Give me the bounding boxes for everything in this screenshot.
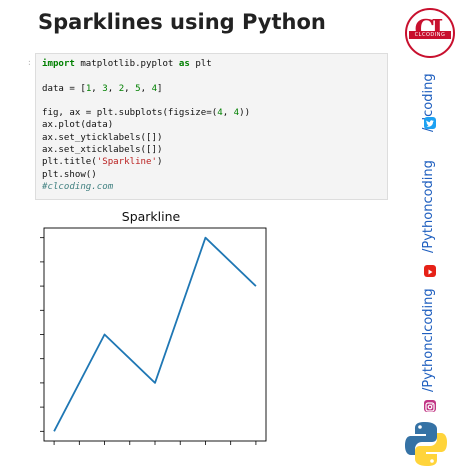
code-line: #clcoding.com xyxy=(42,181,387,193)
code-line: ax.set_xticklabels([]) xyxy=(42,144,387,156)
code-cell[interactable]: import matplotlib.pyplot as plt data = [1… xyxy=(35,53,388,200)
social-sidebar xyxy=(400,0,474,474)
code-line xyxy=(42,70,387,82)
code-line: fig, ax = plt.subplots(figsize=(4, 4)) xyxy=(42,107,387,119)
code-token: plt.show() xyxy=(42,169,97,180)
sparkline-chart xyxy=(40,227,267,445)
youtube-handle[interactable]: /Pythoncoding xyxy=(421,160,436,253)
code-token: , xyxy=(124,83,136,94)
chart-container: Sparkline xyxy=(20,205,282,470)
code-token: 2 xyxy=(118,83,125,94)
code-line: ax.plot(data) xyxy=(42,119,387,131)
code-token: plt xyxy=(189,59,212,69)
code-token: as xyxy=(178,59,190,69)
code-token: 4 xyxy=(217,108,223,119)
code-token: )) xyxy=(239,108,251,119)
code-token: , xyxy=(107,83,119,94)
instagram-handle[interactable]: /Pythonclcoding xyxy=(421,288,436,392)
page-title: Sparklines using Python xyxy=(38,10,326,34)
code-token: import xyxy=(42,59,75,69)
chart-title: Sparkline xyxy=(121,209,181,224)
code-line: data = [1, 3, 2, 5, 4] xyxy=(42,83,387,95)
python-logo-icon xyxy=(405,422,447,466)
code-token: , xyxy=(222,108,234,119)
youtube-icon[interactable] xyxy=(424,265,436,277)
code-token: matplotlib.pyplot xyxy=(74,59,179,69)
code-token: 'Sparkline' xyxy=(96,157,157,168)
code-token: ax.plot(data) xyxy=(42,120,114,131)
logo-letters: CL xyxy=(414,15,450,45)
code-token: ax.set_xticklabels([]) xyxy=(42,145,163,156)
code-line: ax.set_yticklabels([]) xyxy=(42,132,387,144)
code-token: data = [ xyxy=(42,83,86,94)
sparkline-series-line xyxy=(53,236,257,432)
code-token: 1 xyxy=(85,83,92,94)
code-token: 3 xyxy=(102,83,108,94)
code-line xyxy=(42,95,387,107)
logo-band-text: CLCODING xyxy=(409,31,451,39)
code-token: , xyxy=(91,83,103,94)
code-token: ) xyxy=(156,157,163,168)
code-token: plt.title( xyxy=(42,157,97,168)
code-token: ax.set_yticklabels([]) xyxy=(42,132,163,143)
code-token: 4 xyxy=(151,83,158,94)
code-line: plt.show() xyxy=(42,169,387,181)
code-token: 5 xyxy=(135,83,141,94)
code-token: #clcoding.com xyxy=(42,181,114,192)
instagram-icon[interactable] xyxy=(424,400,436,412)
code-line: import matplotlib.pyplot as plt xyxy=(42,58,387,70)
twitter-icon[interactable] xyxy=(424,117,436,129)
code-token: , xyxy=(140,83,152,94)
code-token: ] xyxy=(157,83,163,94)
code-token: fig, ax = plt.subplots(figsize=( xyxy=(42,108,218,119)
plot-frame xyxy=(43,227,267,442)
cell-prompt: : xyxy=(27,58,32,67)
code-token: 4 xyxy=(233,108,240,119)
code-line: plt.title('Sparkline') xyxy=(42,156,387,168)
